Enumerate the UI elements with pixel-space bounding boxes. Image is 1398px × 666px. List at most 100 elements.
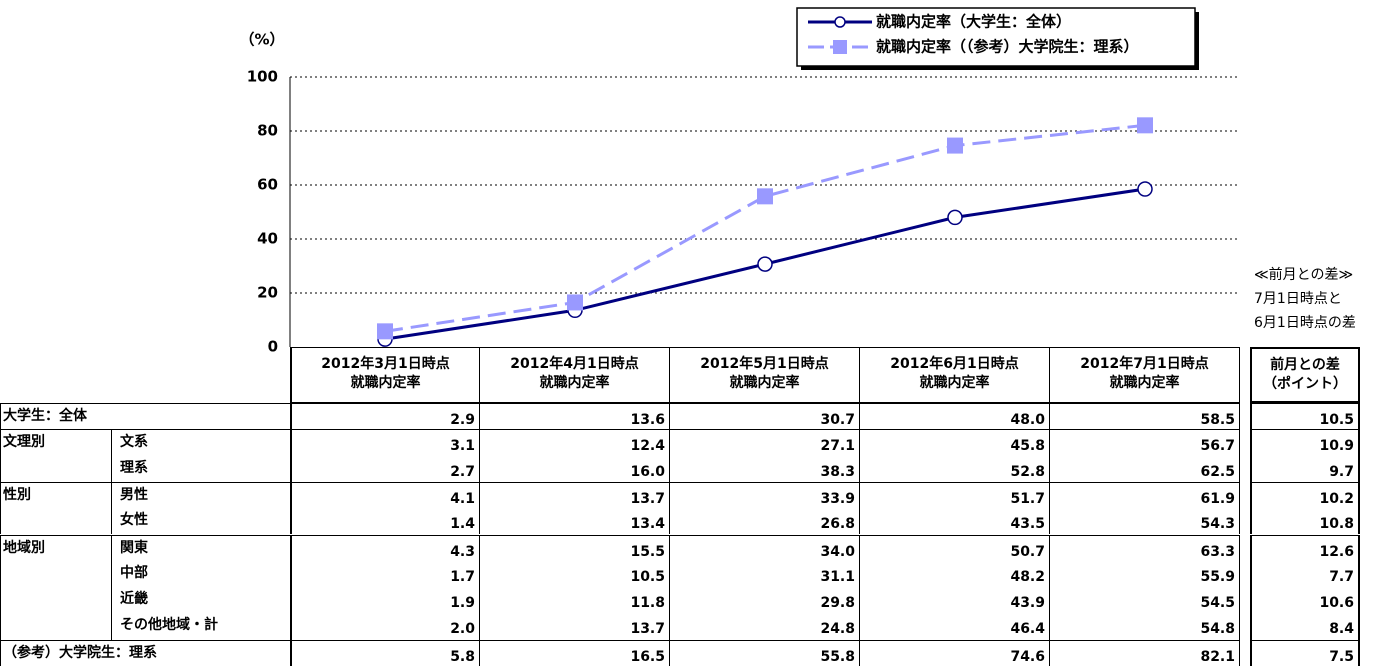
table-cell: 27.1 bbox=[670, 429, 860, 456]
legend-label: 就職内定率（大学生：全体） bbox=[876, 13, 1071, 31]
row-group bbox=[0, 508, 112, 535]
table-cell: 24.8 bbox=[670, 613, 860, 640]
table-cell: 30.7 bbox=[670, 403, 860, 430]
table-cell: 3.1 bbox=[290, 429, 480, 456]
table-cell: 46.4 bbox=[860, 613, 1050, 640]
table-cell: 12.4 bbox=[480, 429, 670, 456]
row-label: 文系 bbox=[112, 429, 290, 455]
table-cell: 10.5 bbox=[1250, 403, 1360, 430]
table-cell: 50.7 bbox=[860, 534, 1050, 561]
y-tick-label: 20 bbox=[257, 284, 278, 302]
point bbox=[377, 323, 393, 340]
y-tick-label: 60 bbox=[257, 176, 278, 194]
y-tick-label: 100 bbox=[247, 68, 278, 86]
column-header: 前月との差 （ポイント） bbox=[1250, 347, 1360, 403]
point bbox=[1137, 181, 1153, 197]
table-cell: 38.3 bbox=[670, 455, 860, 482]
table-cell: 48.2 bbox=[860, 560, 1050, 588]
column-header: 2012年6月1日時点 就職内定率 bbox=[860, 347, 1050, 403]
table-cell: 82.1 bbox=[1050, 639, 1240, 666]
table-cell: 54.3 bbox=[1050, 508, 1240, 535]
table-cell: 1.4 bbox=[290, 508, 480, 535]
table-cell: 2.0 bbox=[290, 613, 480, 640]
table-cell: 10.8 bbox=[1250, 508, 1360, 535]
table-cell: 12.6 bbox=[1250, 534, 1360, 561]
table-cell: 9.7 bbox=[1250, 455, 1360, 482]
row-label: 近畿 bbox=[120, 591, 148, 608]
row-label: 理系 bbox=[120, 459, 148, 476]
row-header: （参考）大学院生：理系 bbox=[0, 639, 290, 666]
row-group: 文理別 bbox=[0, 429, 112, 456]
row-group bbox=[0, 455, 112, 482]
row-label: その他地域・計 bbox=[120, 617, 218, 634]
table-cell: 10.2 bbox=[1250, 481, 1360, 509]
table-cell: 10.6 bbox=[1250, 587, 1360, 614]
point bbox=[757, 188, 773, 205]
legend bbox=[796, 7, 1196, 67]
row-label: 関東 bbox=[112, 534, 290, 561]
table-cell: 13.6 bbox=[480, 403, 670, 430]
row-label: 女性 bbox=[120, 512, 148, 529]
table-cell: 52.8 bbox=[860, 455, 1050, 482]
table-cell: 58.5 bbox=[1050, 403, 1240, 430]
table-cell: 48.0 bbox=[860, 403, 1050, 430]
y-tick-label: 40 bbox=[257, 230, 278, 248]
table-cell: 55.9 bbox=[1050, 560, 1240, 588]
column-header: 2012年3月1日時点 就職内定率 bbox=[290, 347, 480, 403]
table-cell: 13.4 bbox=[480, 508, 670, 535]
point bbox=[1137, 117, 1153, 134]
table-cell: 34.0 bbox=[670, 534, 860, 561]
table-cell: 4.3 bbox=[290, 534, 480, 561]
table-cell: 45.8 bbox=[860, 429, 1050, 456]
table-cell: 1.9 bbox=[290, 587, 480, 614]
table-cell: 7.7 bbox=[1250, 560, 1360, 588]
table-cell: 51.7 bbox=[860, 481, 1050, 509]
row-group bbox=[0, 560, 112, 588]
column-header: 2012年5月1日時点 就職内定率 bbox=[670, 347, 860, 403]
table-cell: 29.8 bbox=[670, 587, 860, 614]
note: ≪前月との差≫ bbox=[1254, 267, 1354, 283]
table-cell: 16.0 bbox=[480, 455, 670, 482]
table-cell: 55.8 bbox=[670, 639, 860, 666]
table-cell: 13.7 bbox=[480, 481, 670, 509]
column-header: 2012年4月1日時点 就職内定率 bbox=[480, 347, 670, 403]
table-cell: 61.9 bbox=[1050, 481, 1240, 509]
table-cell: 43.9 bbox=[860, 587, 1050, 614]
series-line bbox=[384, 123, 1146, 333]
note: 6月1日時点の差 bbox=[1254, 315, 1356, 331]
row-header: 大学生：全体 bbox=[0, 403, 290, 430]
row-label: 男性 bbox=[112, 481, 290, 508]
point bbox=[757, 256, 773, 272]
y-unit: （%） bbox=[239, 31, 284, 49]
table-cell: 54.8 bbox=[1050, 613, 1240, 640]
table-cell: 63.3 bbox=[1050, 534, 1240, 561]
row-group: 性別 bbox=[0, 481, 112, 509]
table-cell: 33.9 bbox=[670, 481, 860, 509]
table-cell: 54.5 bbox=[1050, 587, 1240, 614]
table-cell: 8.4 bbox=[1250, 613, 1360, 640]
row-label: 中部 bbox=[120, 564, 148, 581]
table-cell: 62.5 bbox=[1050, 455, 1240, 482]
y-tick-label: 0 bbox=[268, 338, 278, 356]
note: 7月1日時点と bbox=[1254, 291, 1342, 307]
table-cell: 7.5 bbox=[1250, 639, 1360, 666]
table-cell: 26.8 bbox=[670, 508, 860, 535]
table-cell: 1.7 bbox=[290, 560, 480, 588]
point bbox=[567, 294, 583, 311]
table-cell: 43.5 bbox=[860, 508, 1050, 535]
row-group bbox=[0, 587, 112, 614]
legend-marker bbox=[834, 16, 846, 28]
table-cell: 10.9 bbox=[1250, 429, 1360, 456]
column-header: 2012年7月1日時点 就職内定率 bbox=[1050, 347, 1240, 403]
row-group bbox=[0, 613, 112, 640]
table-cell: 74.6 bbox=[860, 639, 1050, 666]
row-group: 地域別 bbox=[0, 534, 112, 561]
table-cell: 13.7 bbox=[480, 613, 670, 640]
table-cell: 2.9 bbox=[290, 403, 480, 430]
table-cell: 31.1 bbox=[670, 560, 860, 588]
y-tick-label: 80 bbox=[257, 122, 278, 140]
table-cell: 11.8 bbox=[480, 587, 670, 614]
table-cell: 2.7 bbox=[290, 455, 480, 482]
